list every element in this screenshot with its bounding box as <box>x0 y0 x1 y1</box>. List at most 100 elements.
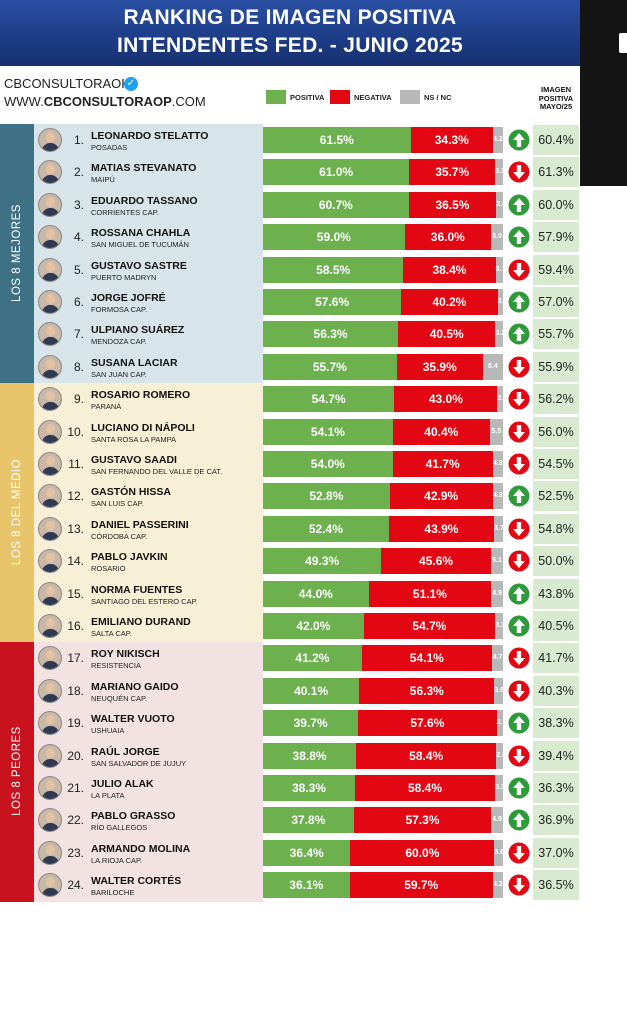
previous-value: 37.0% <box>533 837 579 868</box>
stacked-bar: 61.0% 35.7% 3.3 <box>263 159 505 186</box>
bar-positiva <box>263 159 410 186</box>
previous-value: 57.0% <box>533 287 579 317</box>
table-row: 8. SUSANA LACIAR SAN JUAN CAP. 55.7% 35.9% 8.… <box>0 351 580 383</box>
bar-positiva-label: 41.2% <box>295 651 330 666</box>
table-row: 1. LEONARDO STELATTO POSADAS 61.5% 34.3% 4.2 6… <box>0 124 580 156</box>
previous-value: 38.3% <box>533 708 579 739</box>
city-name: SAN FERNANDO DEL VALLE DE CAT. <box>91 467 223 476</box>
rank-number: 10. <box>67 424 84 439</box>
bar-negativa <box>392 418 490 445</box>
stacked-bar: 39.7% 57.6% 2.7 <box>263 710 507 737</box>
stacked-bar: 56.3% 40.5% 3.2 <box>263 321 505 348</box>
rank-number: 19. <box>67 716 84 731</box>
table-row: 17. ROY NIKISCH RESISTENCIA 41.2% 54.1% 4.7 41… <box>0 642 580 674</box>
bar-positiva <box>263 224 405 251</box>
avatar <box>38 646 62 671</box>
rank-number: 20. <box>67 748 84 763</box>
mayor-name: EDUARDO TASSANO <box>91 194 198 207</box>
mayor-name: ARMANDO MOLINA <box>91 842 191 855</box>
bar-positiva-label: 36.4% <box>289 845 324 860</box>
arrow-down-icon <box>508 453 530 475</box>
bar-positiva <box>263 353 397 380</box>
rank-number: 6. <box>73 295 84 309</box>
city-name: USHUAIA <box>91 726 125 736</box>
mayor-name: ROY NIKISCH <box>91 648 160 661</box>
bar-positiva-label: 52.4% <box>308 521 343 536</box>
city-name: SAN JUAN CAP. <box>91 369 147 379</box>
bar-nsnc <box>492 483 503 510</box>
arrow-down-icon <box>508 550 530 572</box>
city-name: LA RIOJA CAP. <box>91 855 143 865</box>
avatar <box>38 678 62 703</box>
city-name: MAIPÚ <box>91 175 115 185</box>
bar-positiva <box>263 839 351 866</box>
bar-nsnc <box>495 321 503 348</box>
avatar <box>38 743 62 768</box>
bar-negativa <box>394 386 498 413</box>
bar-positiva <box>263 775 355 801</box>
bar-positiva <box>263 645 362 672</box>
bar-negativa <box>353 807 492 834</box>
bar-negativa-label: 42.9% <box>424 489 459 504</box>
bar-positiva-label: 55.7% <box>312 359 347 374</box>
bar-nsnc <box>495 256 503 283</box>
stacked-bar: 37.8% 57.3% 4.9 <box>263 807 503 834</box>
bar-positiva-label: 38.8% <box>292 748 327 763</box>
table-row: 3. EDUARDO TASSANO CORRIENTES CAP. 60.7% 36.… <box>0 189 580 221</box>
bar-nsnc-label: 4.2 <box>493 881 503 889</box>
avatar <box>38 257 62 282</box>
bar-positiva <box>263 580 369 607</box>
avatar <box>38 160 62 185</box>
stacked-bar: 36.4% 60.0% 3.6 <box>263 839 504 866</box>
avatar <box>38 354 62 379</box>
city-name: BARILOCHE <box>91 888 135 898</box>
city-name: POSADAS <box>91 143 128 152</box>
bar-positiva <box>263 289 402 315</box>
bar-negativa-label: 58.4% <box>407 781 442 795</box>
bar-positiva <box>263 418 393 445</box>
table-row: 18. MARIANO GAIDO NEUQUÉN CAP. 40.1% 56.3% 3.… <box>0 675 580 707</box>
previous-value: 41.7% <box>533 643 579 674</box>
previous-value: 54.8% <box>533 513 579 544</box>
arrow-down-icon <box>508 356 530 378</box>
bar-positiva <box>263 677 360 704</box>
title-line-2: INTENDENTES FED. - JUNIO 2025 <box>117 34 463 57</box>
arrow-down-icon <box>508 874 530 896</box>
bar-nsnc <box>492 872 503 899</box>
bar-negativa <box>396 353 483 380</box>
table-row: 4. ROSSANA CHAHLA SAN MIGUEL DE TUCUMÁN 59.… <box>0 221 580 253</box>
bar-nsnc <box>491 645 503 672</box>
table-row: 24. WALTER CORTÉS BARILOCHE 36.1% 59.7% 4.2 36… <box>0 869 580 901</box>
stacked-bar: 59.0% 36.0% 5.0 <box>263 224 503 251</box>
brand-site-bold: CBCONSULTORAOP <box>43 94 172 109</box>
bar-positiva-label: 49.3% <box>305 554 340 569</box>
bar-negativa <box>398 321 496 348</box>
section-background <box>34 124 263 384</box>
avatar <box>38 808 62 833</box>
bar-nsnc-label: 4.3 <box>492 492 503 500</box>
rank-number: 21. <box>67 781 84 795</box>
table-row: 7. ULPIANO SUÁREZ MENDOZA CAP. 56.3% 40.5% 3.… <box>0 318 580 350</box>
avatar <box>38 549 62 574</box>
bar-nsnc-label: 2.7 <box>496 719 507 727</box>
bar-positiva <box>263 613 364 639</box>
city-name: LA PLATA <box>91 791 125 800</box>
bar-positiva-label: 57.6% <box>315 295 350 309</box>
rank-number: 17. <box>67 651 84 666</box>
city-name: ROSARIO <box>91 564 126 574</box>
bar-negativa-label: 54.1% <box>409 651 444 666</box>
bar-positiva-label: 61.0% <box>319 165 354 180</box>
side-panel-mark <box>619 33 627 53</box>
rank-number: 22. <box>67 813 84 828</box>
stacked-bar: 54.0% 41.7% 4.3 <box>263 451 503 477</box>
bar-nsnc-label: 5.0 <box>492 233 502 241</box>
previous-value: 36.3% <box>533 773 579 803</box>
bar-negativa-label: 54.7% <box>412 619 447 633</box>
previous-value: 61.3% <box>533 157 579 188</box>
legend-header <box>0 66 580 122</box>
bar-nsnc <box>492 127 503 153</box>
mayor-name: JULIO ALAK <box>91 778 154 790</box>
bar-positiva-label: 61.5% <box>319 133 354 147</box>
legend-swatch-positiva <box>266 90 286 104</box>
